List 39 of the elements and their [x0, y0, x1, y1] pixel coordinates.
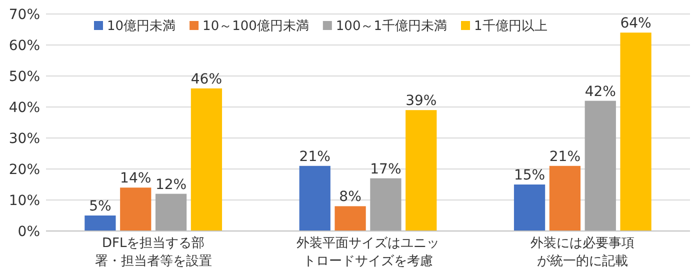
y-tick-label: 10% [8, 193, 40, 209]
bar [514, 184, 546, 231]
data-label: 64% [620, 16, 652, 32]
legend-label: 10～100億円未満 [202, 19, 309, 34]
data-label: 42% [584, 84, 616, 100]
bar [190, 88, 222, 231]
data-label: 14% [120, 170, 152, 187]
bar [120, 188, 152, 231]
data-label: 39% [406, 93, 437, 110]
bar [370, 178, 402, 231]
data-label: 8% [339, 189, 362, 206]
y-tick-label: 40% [8, 100, 40, 116]
data-label: 17% [370, 161, 402, 178]
data-label: 46% [190, 71, 222, 88]
bar [620, 32, 652, 231]
x-tick-label: DFLを担当する部署・担当者等を設置 [94, 235, 213, 271]
legend-label: 100～1千億円未満 [336, 19, 447, 34]
x-tick-label: 外装には必要事項が統一的に記載 [530, 235, 636, 271]
x-tick-label: 外装平面サイズはユニットロードサイズを考慮 [296, 235, 440, 271]
data-label: 12% [155, 176, 187, 193]
data-label: 21% [299, 148, 330, 165]
bar [549, 166, 581, 231]
bar [84, 216, 116, 231]
data-label: 5% [89, 198, 112, 214]
data-label: 15% [514, 168, 546, 184]
bar [584, 100, 616, 231]
y-tick-label: 0% [18, 224, 40, 240]
y-tick-label: 30% [8, 131, 40, 147]
legend-label: 1千億円以上 [474, 19, 548, 34]
y-tick-label: 60% [8, 38, 40, 54]
y-tick-label: 50% [8, 69, 40, 85]
legend-label: 10億円未満 [107, 19, 176, 34]
y-tick-label: 20% [8, 162, 40, 178]
bar [299, 166, 330, 231]
bar [155, 194, 187, 231]
data-label: 21% [549, 148, 581, 165]
bar [334, 206, 366, 231]
y-tick-label: 70% [8, 7, 40, 23]
bar [406, 110, 437, 231]
